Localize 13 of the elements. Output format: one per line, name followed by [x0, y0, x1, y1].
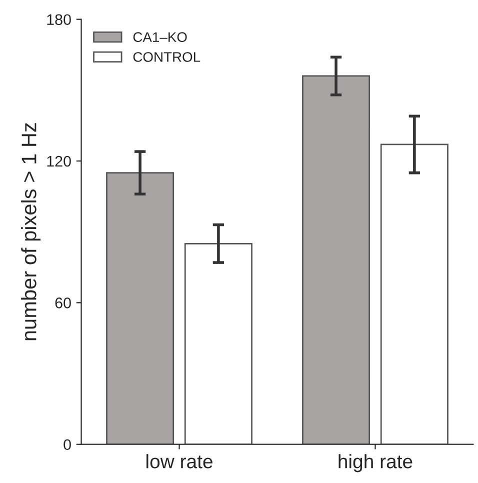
x-tick-label: low rate — [146, 454, 212, 468]
bar — [380, 144, 448, 444]
y-axis-title: number of pixels > 1 Hz — [21, 123, 40, 340]
bar — [106, 172, 174, 444]
bar — [302, 75, 370, 444]
bar — [184, 242, 252, 444]
y-tick-label: 60 — [55, 298, 71, 308]
y-tick-label: 120 — [47, 156, 71, 167]
x-tick-label: high rate — [338, 454, 412, 472]
legend-label: CA1–KO — [133, 32, 187, 42]
legend-label: CONTROL — [133, 52, 200, 62]
y-tick-label: 0 — [64, 439, 71, 450]
y-tick-label: 180 — [47, 14, 71, 26]
